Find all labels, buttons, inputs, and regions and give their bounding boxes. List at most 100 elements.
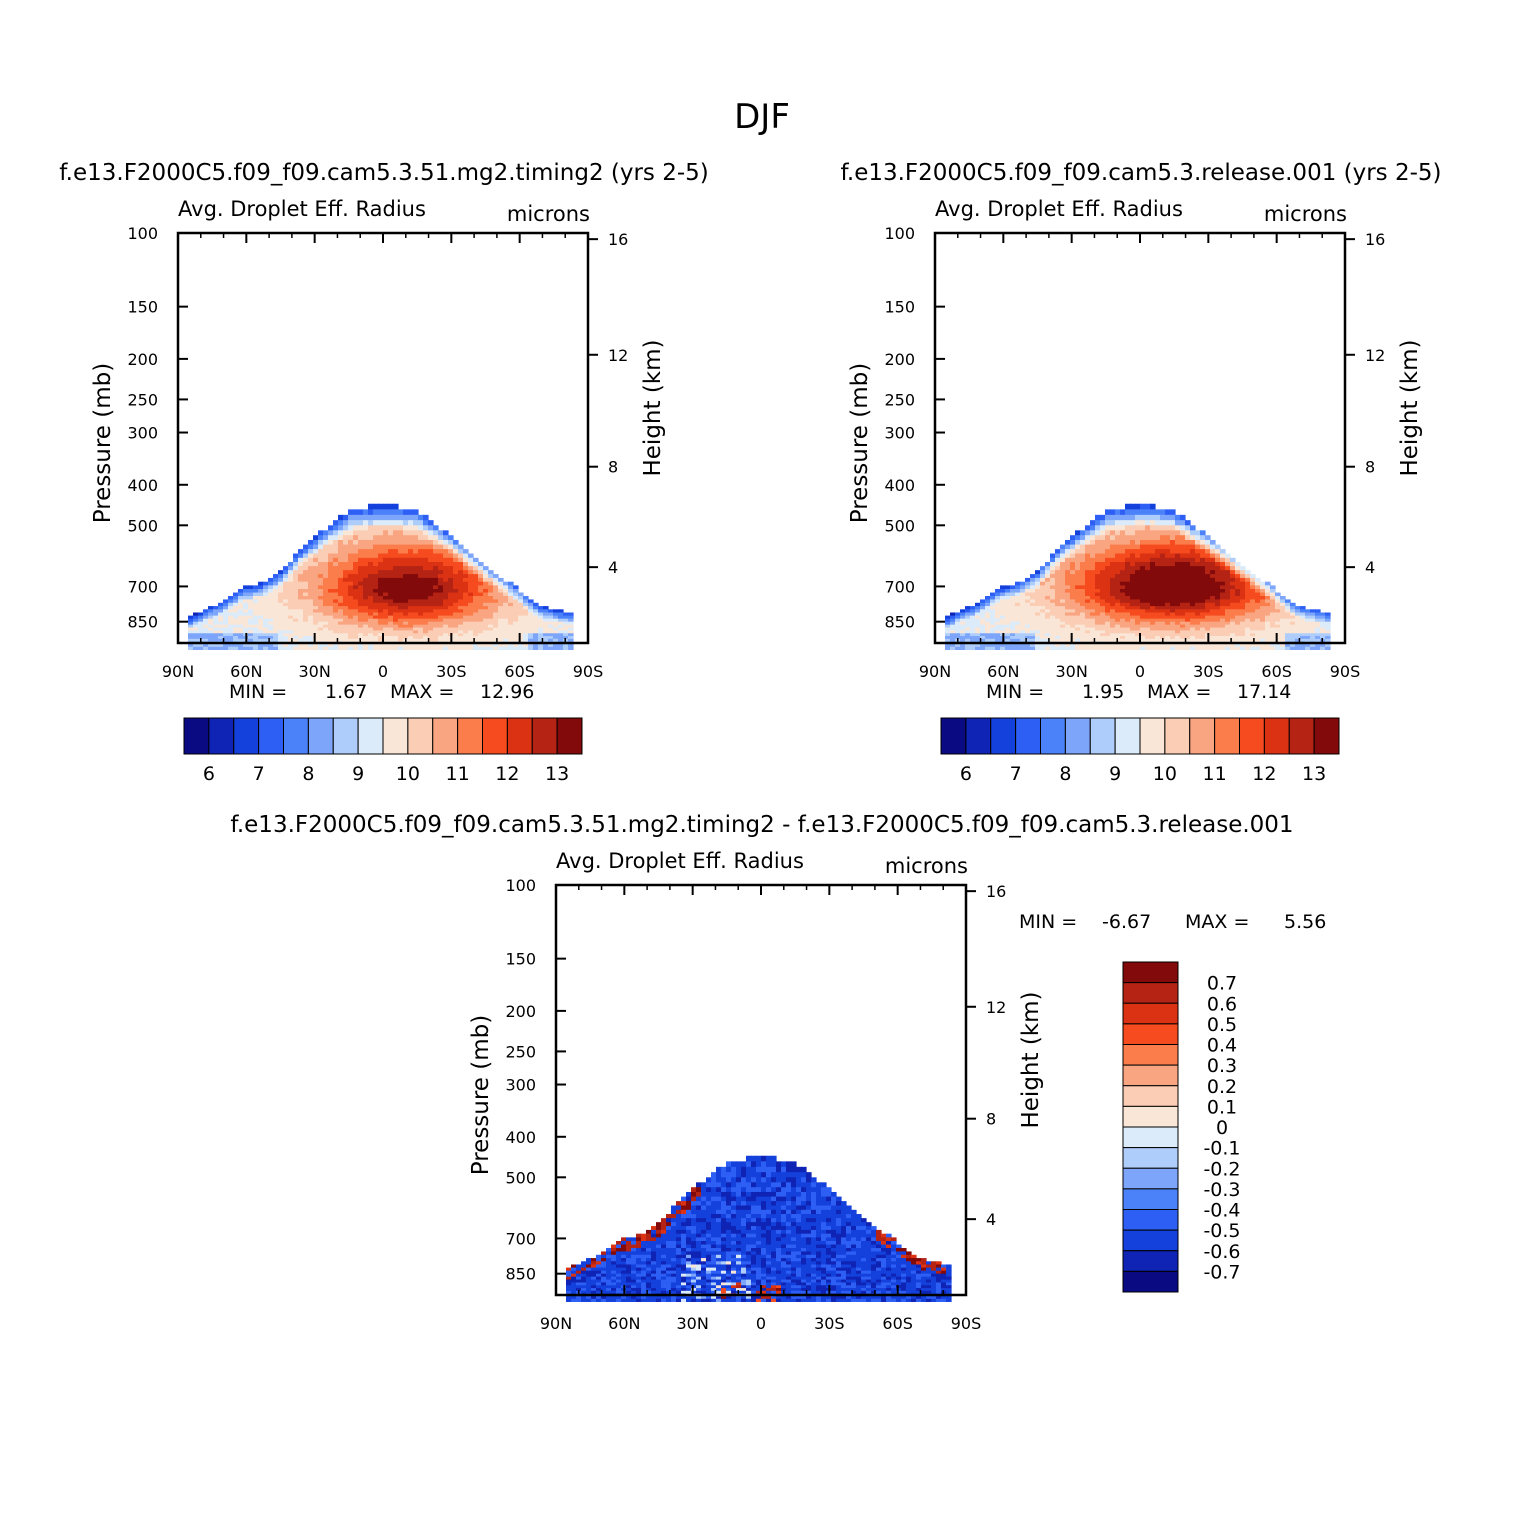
heatmap-cell xyxy=(1185,574,1191,579)
heatmap-cell xyxy=(408,624,414,629)
heatmap-cell xyxy=(636,1241,642,1246)
heatmap-cell xyxy=(591,1290,597,1295)
heatmap-cell xyxy=(298,606,304,610)
heatmap-cell xyxy=(1185,638,1191,643)
y-tick-label: 300 xyxy=(884,424,915,443)
heatmap-cell xyxy=(1195,566,1201,571)
heatmap-cell xyxy=(1125,618,1131,623)
heatmap-cell xyxy=(308,562,314,567)
heatmap-cell xyxy=(363,549,369,555)
heatmap-cell xyxy=(1075,618,1081,623)
heatmap-cell xyxy=(348,566,354,571)
heatmap-cell xyxy=(563,624,569,629)
heatmap-cell xyxy=(661,1270,667,1275)
heatmap-cell xyxy=(1065,570,1071,575)
heatmap-cell xyxy=(970,646,976,650)
heatmap-cell xyxy=(1195,602,1201,607)
heatmap-cell xyxy=(213,636,219,640)
heatmap-cell xyxy=(1160,609,1166,614)
heatmap-cell xyxy=(263,609,269,614)
heatmap-cell xyxy=(418,585,424,590)
heatmap-cell xyxy=(1285,624,1291,629)
heatmap-cell xyxy=(298,592,304,597)
heatmap-cell xyxy=(1155,599,1161,604)
heatmap-cell xyxy=(1285,618,1291,623)
heatmap-cell xyxy=(403,581,409,586)
heatmap-cell xyxy=(1185,539,1191,546)
panel-2-units-label: microns xyxy=(1264,202,1347,226)
heatmap-cell xyxy=(1070,618,1076,623)
heatmap-cell xyxy=(238,633,244,637)
heatmap-cell xyxy=(263,589,269,594)
heatmap-cell xyxy=(696,1241,702,1246)
heatmap-cell xyxy=(498,638,504,643)
heatmap-cell xyxy=(1025,609,1031,614)
heatmap-cell xyxy=(478,602,484,607)
heatmap-cell xyxy=(338,589,344,594)
heatmap-cell xyxy=(433,596,439,601)
heatmap-cell xyxy=(631,1248,637,1253)
heatmap-cell xyxy=(333,557,339,563)
heatmap-cell xyxy=(1100,612,1106,617)
heatmap-cell xyxy=(1030,606,1036,610)
heatmap-cell xyxy=(528,612,534,617)
heatmap-cell xyxy=(1210,570,1216,575)
heatmap-cell xyxy=(348,621,354,626)
heatmap-cell xyxy=(1100,520,1106,526)
heatmap-cell xyxy=(1280,633,1286,637)
heatmap-cell xyxy=(606,1261,612,1266)
heatmap-cell xyxy=(1125,503,1131,510)
heatmap-cell xyxy=(278,589,284,594)
x-tick-label: 60S xyxy=(1261,662,1292,681)
heatmap-cell xyxy=(646,1285,652,1289)
heatmap-cell xyxy=(1270,618,1276,623)
heatmap-cell xyxy=(671,1276,677,1281)
heatmap-cell xyxy=(1040,612,1046,617)
heatmap-cell xyxy=(950,627,956,632)
heatmap-cell xyxy=(333,535,339,541)
heatmap-cell xyxy=(373,592,379,597)
heatmap-cell xyxy=(1060,585,1066,590)
heatmap-cell xyxy=(373,621,379,626)
heatmap-cell xyxy=(398,602,404,607)
heatmap-cell xyxy=(1095,577,1101,583)
heatmap-cell xyxy=(303,557,309,563)
heatmap-cell xyxy=(1270,627,1276,632)
heatmap-cell xyxy=(701,1237,707,1242)
heatmap-cell xyxy=(626,1288,632,1292)
heatmap-cell xyxy=(463,606,469,610)
heatmap-cell xyxy=(1060,602,1066,607)
heatmap-cell xyxy=(1130,544,1136,550)
heatmap-cell xyxy=(313,596,319,601)
heatmap-cell xyxy=(323,539,329,546)
heatmap-cell xyxy=(303,585,309,590)
heatmap-cell xyxy=(1180,557,1186,563)
heatmap-cell xyxy=(566,1285,572,1289)
heatmap-cell xyxy=(1230,570,1236,575)
heatmap-cell xyxy=(686,1279,692,1284)
heatmap-cell xyxy=(463,612,469,617)
heatmap-cell xyxy=(1065,630,1071,634)
heatmap-cell xyxy=(696,1191,702,1198)
heatmap-cell xyxy=(268,621,274,626)
heatmap-cell xyxy=(1145,609,1151,614)
heatmap-cell xyxy=(995,638,1001,643)
heatmap-cell xyxy=(1150,514,1156,521)
heatmap-cell xyxy=(1190,589,1196,594)
heatmap-cell xyxy=(1150,644,1156,648)
heatmap-cell xyxy=(268,612,274,617)
heatmap-cell xyxy=(671,1282,677,1286)
heatmap-cell xyxy=(258,596,264,601)
heatmap-cell xyxy=(518,606,524,610)
heatmap-cell xyxy=(1145,615,1151,620)
heatmap-cell xyxy=(1130,599,1136,604)
heatmap-cell xyxy=(1265,627,1271,632)
heatmap-cell xyxy=(1265,606,1271,610)
heatmap-cell xyxy=(343,535,349,541)
heatmap-cell xyxy=(258,636,264,640)
heatmap-cell xyxy=(523,606,529,610)
heatmap-cell xyxy=(1325,630,1331,634)
heatmap-cell xyxy=(1095,615,1101,620)
heatmap-cell xyxy=(1060,577,1066,583)
heatmap-cell xyxy=(368,630,374,634)
